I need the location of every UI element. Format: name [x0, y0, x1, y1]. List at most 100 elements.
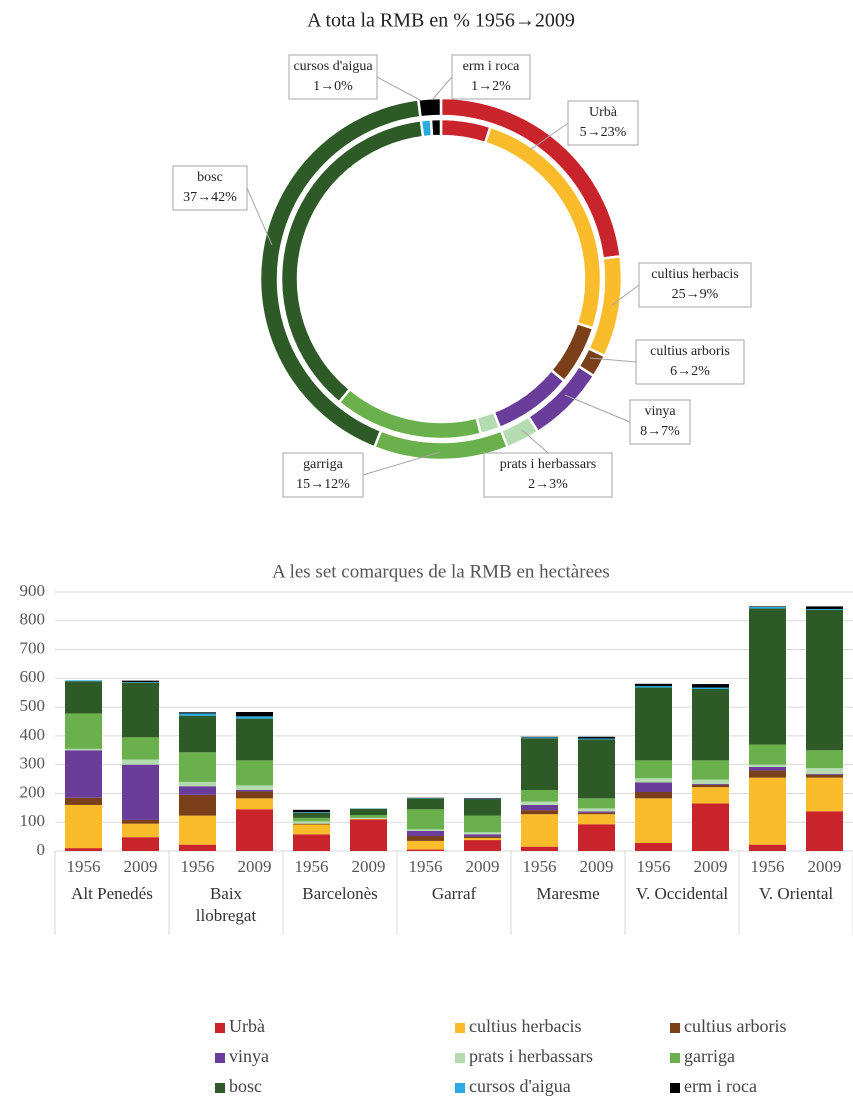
bar-segment	[692, 684, 729, 688]
bar-segment	[293, 812, 330, 813]
bar-segment	[464, 840, 501, 851]
legend-swatch	[455, 1083, 465, 1093]
bar-segment	[692, 688, 729, 761]
callout-box	[451, 54, 531, 100]
bar-segment	[293, 824, 330, 835]
bar-segment	[635, 842, 672, 851]
callout-leader	[589, 357, 637, 363]
bar-segment	[521, 737, 558, 739]
bar-segment	[521, 846, 558, 851]
x-tick-label: 1956	[751, 857, 785, 876]
bar-segment	[806, 774, 843, 778]
bar-segment	[578, 808, 615, 812]
callout-value: 25→9%	[672, 287, 719, 302]
bar-segment	[578, 736, 615, 739]
callout-box	[629, 399, 691, 445]
callout-box	[282, 452, 364, 498]
bar-segment	[293, 823, 330, 825]
bar-segment	[806, 608, 843, 610]
legend-swatch	[215, 1083, 225, 1093]
bar-segment	[236, 791, 273, 799]
legend-label: bosc	[229, 1076, 262, 1096]
bar-segment	[236, 760, 273, 786]
bar-segment	[806, 773, 843, 775]
bar-segment	[806, 609, 843, 751]
bar-segment	[749, 844, 786, 851]
bar-segment	[122, 682, 159, 683]
donut-title: A tota la RMB en % 1956→2009	[307, 10, 575, 32]
bar-segment	[293, 812, 330, 818]
bar-segment	[236, 716, 273, 719]
x-tick-label: 1956	[637, 857, 671, 876]
bar-segment	[236, 809, 273, 851]
bar-segment	[236, 712, 273, 717]
x-tick-label: 2009	[808, 857, 842, 876]
bar-segment	[464, 836, 501, 839]
bar-segment	[407, 840, 444, 850]
bar-segment	[65, 748, 102, 751]
legend-swatch	[215, 1023, 225, 1033]
callout-name: cursos d'aigua	[293, 59, 373, 74]
bar-segment	[749, 770, 786, 778]
donut-segment	[416, 96, 443, 119]
legend-swatch	[670, 1053, 680, 1063]
donut-segment	[429, 117, 443, 138]
x-tick-label: 2009	[694, 857, 728, 876]
bar-segment	[749, 606, 786, 607]
bar-segment	[65, 797, 102, 805]
callout-name: garriga	[303, 457, 343, 472]
callout-name: prats i herbassars	[500, 457, 596, 472]
donut-segment	[483, 125, 603, 331]
legend-label: Urbà	[229, 1016, 265, 1036]
bar-segment	[521, 814, 558, 847]
y-tick-label: 500	[20, 696, 46, 715]
group-label: Alt Penedés	[71, 884, 153, 903]
bar-segment	[407, 849, 444, 851]
x-tick-label: 1956	[409, 857, 443, 876]
callout-leader	[431, 76, 453, 101]
group-label: Maresme	[536, 884, 600, 903]
callout-value: 2→3%	[528, 477, 568, 492]
callout-name: vinya	[644, 404, 676, 419]
bar-segment	[122, 764, 159, 820]
legend-label: garriga	[684, 1046, 735, 1066]
group-label-box: Garraf	[432, 884, 476, 903]
legend-label: cultius herbacis	[469, 1016, 581, 1036]
bar-segment	[65, 848, 102, 851]
x-tick-label: 2009	[352, 857, 386, 876]
bar-segment	[692, 784, 729, 788]
group-label-box: Maresme	[536, 884, 600, 903]
bar-segment	[806, 777, 843, 812]
callout-box	[567, 100, 639, 146]
bar-segment	[407, 830, 444, 837]
callout-value: 37→42%	[183, 190, 237, 205]
bar-segment	[122, 680, 159, 683]
x-tick-label: 1956	[181, 857, 215, 876]
group-label-box: Alt Penedés	[71, 884, 153, 903]
bar-segment	[635, 760, 672, 779]
bar-segment	[806, 750, 843, 769]
callout-box	[483, 452, 613, 498]
bar-segment	[179, 794, 216, 816]
callout-value: 15→12%	[296, 477, 350, 492]
callout-name: erm i roca	[463, 59, 521, 74]
bar-segment	[521, 789, 558, 802]
callout-leader	[564, 394, 631, 423]
bar-segment	[578, 739, 615, 799]
legend-swatch	[670, 1023, 680, 1033]
bar-segment	[179, 712, 216, 714]
group-label-box: V. Occidental	[636, 884, 728, 903]
bar-segment	[806, 811, 843, 851]
group-label: Barcelonès	[302, 884, 378, 903]
legend-label: erm i roca	[684, 1076, 757, 1096]
y-tick-label: 400	[20, 725, 46, 744]
bar-segment	[122, 823, 159, 838]
bar-segment	[692, 779, 729, 784]
bar-segment	[464, 832, 501, 835]
bar-segment	[122, 682, 159, 738]
bar-segment	[521, 804, 558, 811]
bar-segment	[179, 713, 216, 716]
bar-segment	[122, 819, 159, 824]
bar-segment	[521, 736, 558, 738]
